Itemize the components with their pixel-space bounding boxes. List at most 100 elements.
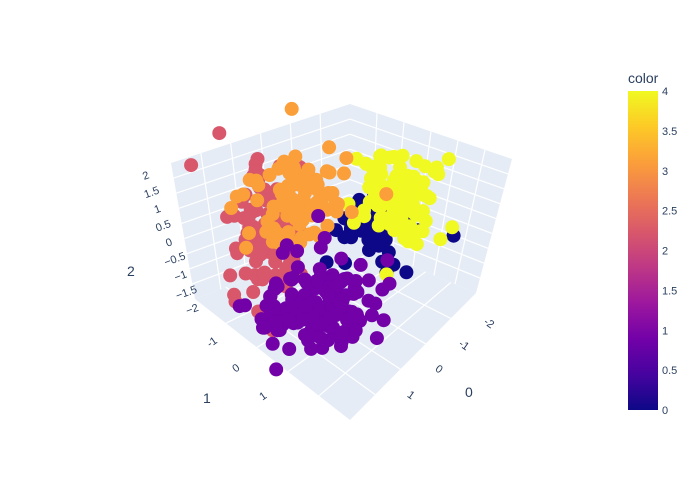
data-point xyxy=(265,336,280,351)
data-point xyxy=(223,268,238,283)
data-point xyxy=(279,261,294,276)
data-point xyxy=(242,226,256,241)
data-point xyxy=(268,314,283,329)
data-point xyxy=(367,170,382,185)
data-point xyxy=(361,293,376,308)
data-point xyxy=(406,169,421,184)
data-point xyxy=(239,240,254,255)
data-point xyxy=(353,257,368,272)
data-point xyxy=(296,312,311,327)
data-point xyxy=(282,342,297,356)
colorbar-tick-label: 3 xyxy=(662,166,668,178)
data-point xyxy=(229,189,244,204)
axis-tick-label: 0 xyxy=(230,362,242,375)
data-points xyxy=(184,101,461,377)
data-point xyxy=(212,126,227,141)
data-point xyxy=(409,237,424,252)
colorbar-tick-label: 1 xyxy=(662,325,668,337)
axis-tick-label: 0 xyxy=(164,236,174,249)
axis-tick-label: -1 xyxy=(205,335,220,350)
data-point xyxy=(359,156,373,171)
data-point xyxy=(346,215,361,230)
data-point xyxy=(288,149,303,164)
z-axis-title: 2 xyxy=(127,263,135,279)
data-point xyxy=(361,273,376,288)
data-point xyxy=(313,330,328,345)
data-point xyxy=(364,308,379,323)
data-point xyxy=(335,325,350,340)
data-point xyxy=(262,168,277,182)
data-point xyxy=(286,270,301,285)
data-point xyxy=(387,223,402,238)
data-point xyxy=(397,231,412,246)
data-point xyxy=(350,285,365,299)
data-point xyxy=(334,251,349,266)
data-point xyxy=(232,299,247,314)
axis-tick-label: 1.5 xyxy=(143,185,161,202)
data-point xyxy=(441,152,456,167)
data-point xyxy=(328,308,343,323)
data-point xyxy=(246,285,261,299)
data-point xyxy=(279,200,294,215)
data-point xyxy=(284,101,299,116)
x-axis-title: 0 xyxy=(465,384,473,400)
data-point xyxy=(337,166,351,181)
axis-tick-label: −0.5 xyxy=(163,250,188,269)
data-point xyxy=(445,220,460,235)
data-point xyxy=(224,201,239,215)
data-point xyxy=(227,287,242,302)
colorbar-gradient xyxy=(628,91,658,410)
data-point xyxy=(382,276,397,291)
data-point xyxy=(272,182,287,197)
axis-tick-label: 0.5 xyxy=(154,218,172,235)
axis-tick-label: 1 xyxy=(405,389,417,402)
data-point xyxy=(320,218,335,233)
data-point xyxy=(250,152,265,166)
data-point xyxy=(418,159,433,174)
data-point xyxy=(375,230,390,245)
data-point xyxy=(297,272,312,287)
data-point xyxy=(325,186,340,200)
data-point xyxy=(300,327,315,342)
gridline xyxy=(318,281,452,397)
axis-tick-label: −2 xyxy=(184,302,200,318)
data-point xyxy=(393,160,407,175)
data-point xyxy=(379,187,394,202)
data-point xyxy=(399,265,414,280)
data-point xyxy=(288,211,303,226)
data-point xyxy=(256,320,271,335)
data-point xyxy=(328,279,343,294)
data-point xyxy=(357,209,372,224)
data-point xyxy=(307,225,322,240)
axis-tick-label: 1 xyxy=(153,203,163,216)
data-point xyxy=(279,238,294,253)
data-point xyxy=(304,341,319,356)
data-point xyxy=(281,312,296,327)
data-point xyxy=(362,243,376,258)
data-point xyxy=(376,313,391,328)
data-point xyxy=(317,231,332,245)
gridline xyxy=(200,153,222,290)
data-point xyxy=(321,288,336,303)
data-point xyxy=(257,265,272,280)
axis-tick-label: -2 xyxy=(481,316,496,331)
data-point xyxy=(290,260,305,275)
data-point xyxy=(329,204,344,219)
colorbar-tick-label: 4 xyxy=(662,86,668,98)
axis-tick-label: −1.5 xyxy=(174,284,199,303)
data-point xyxy=(319,164,334,179)
colorbar-title: color xyxy=(628,70,659,86)
colorbar-ticks: 4 3.5 3 2.5 2 1.5 1 0.5 0 xyxy=(662,86,677,417)
data-point xyxy=(259,224,274,239)
data-point xyxy=(380,253,395,268)
colorbar-tick-label: 2 xyxy=(662,246,668,258)
data-point xyxy=(420,189,435,204)
data-point xyxy=(296,191,311,206)
data-point xyxy=(370,198,385,213)
data-point xyxy=(290,244,305,258)
data-point xyxy=(371,218,386,233)
data-point xyxy=(322,140,337,155)
data-point xyxy=(263,289,278,304)
data-point xyxy=(270,279,285,294)
